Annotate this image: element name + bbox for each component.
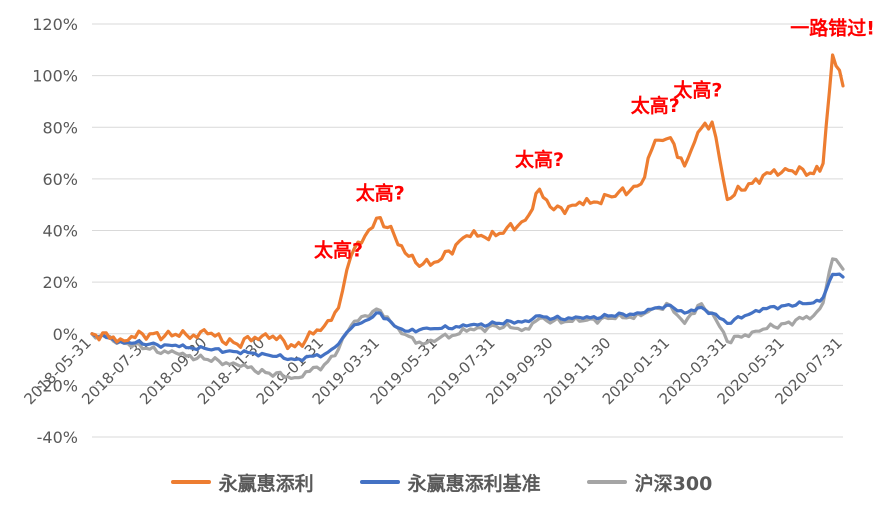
- y-tick-label: 100%: [32, 67, 78, 86]
- legend-item-csi300: 沪深300: [586, 469, 713, 496]
- legend-label-csi300: 沪深300: [634, 472, 713, 495]
- annotation-label: 太高?: [314, 238, 363, 261]
- y-tick-label: 60%: [42, 170, 78, 189]
- legend-item-benchmark: 永赢惠添利基准: [359, 469, 541, 496]
- annotation-label: 太高?: [631, 94, 680, 117]
- y-tick-label: -20%: [37, 376, 78, 395]
- series-line-0: [90, 53, 845, 351]
- legend-swatch-fund: [170, 480, 211, 484]
- annotation-label: 太高?: [673, 78, 722, 101]
- annotation-label: 一路错过!: [790, 16, 875, 39]
- legend-label-benchmark: 永赢惠添利基准: [407, 472, 541, 495]
- legend-swatch-benchmark: [359, 480, 400, 484]
- series-line-2: [90, 257, 845, 380]
- y-tick-label: -40%: [37, 428, 78, 447]
- y-tick-label: 120%: [32, 15, 78, 34]
- legend-item-fund: 永赢惠添利: [170, 469, 314, 496]
- y-tick-label: 20%: [42, 273, 78, 292]
- line-chart: 120%100%80%60%40%20%0%-20%-40%2018-05-31…: [20, 15, 875, 447]
- y-tick-label: 40%: [42, 222, 78, 241]
- annotation-label: 太高?: [356, 182, 405, 205]
- annotation-label: 太高?: [515, 148, 564, 171]
- y-tick-label: 80%: [42, 118, 78, 137]
- series-line-1: [90, 272, 845, 363]
- y-tick-label: 0%: [53, 325, 78, 344]
- legend-swatch-csi300: [586, 480, 627, 484]
- legend-label-fund: 永赢惠添利: [218, 472, 314, 495]
- legend: 永赢惠添利 永赢惠添利基准 沪深300: [0, 462, 883, 502]
